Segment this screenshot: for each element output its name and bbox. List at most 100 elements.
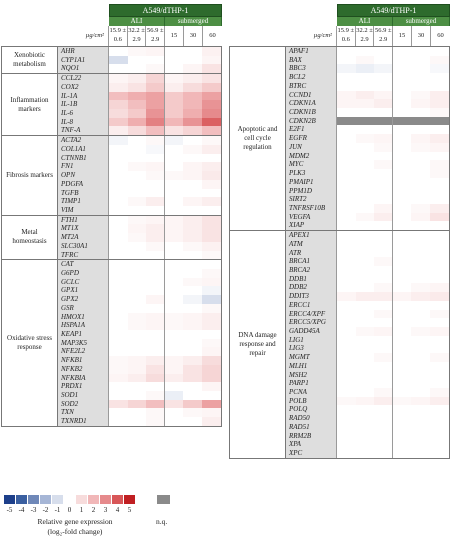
heatmap-cell (183, 303, 203, 313)
heatmap-cell (164, 188, 184, 198)
group-label: Fibrosis markers (2, 136, 58, 215)
heatmap-cell (127, 224, 147, 234)
gene-name: BTRC (286, 81, 338, 91)
heatmap-cell (374, 239, 393, 249)
gene-row: MYC (286, 160, 449, 170)
heatmap-cell (109, 188, 128, 198)
gene-name: RRM2B (286, 431, 338, 441)
gene-row: CDKN1B (286, 108, 449, 117)
legend-label-line1: Relative gene expression (37, 517, 113, 526)
gene-name: COX2 (58, 82, 110, 92)
gene-name: TFRC (58, 250, 110, 260)
heatmap-cell (127, 330, 147, 339)
gene-name: CDKN2B (286, 116, 338, 126)
heatmap-cell (202, 303, 221, 313)
dose-ali-1: 15.9 ± 0.6 (337, 26, 356, 46)
heatmap-cell (146, 373, 165, 383)
gene-row: MLH1 (286, 361, 449, 371)
heatmap-cell (392, 370, 412, 380)
heatmap-cell (411, 257, 431, 266)
heatmap-cell (109, 47, 128, 56)
group-label: Xenobiotic metabolism (2, 47, 58, 74)
gene-name: PPM1D (286, 186, 338, 196)
gene-row: TIMP1 (58, 197, 221, 206)
gene-row: TFRC (58, 250, 221, 260)
heatmap-cell (183, 117, 203, 127)
heatmap-cell (374, 379, 393, 389)
heatmap-cell (411, 422, 431, 432)
heatmap-cell (374, 274, 393, 284)
gene-row: SLC30A1 (58, 241, 221, 251)
heatmap-cell (202, 64, 221, 74)
legend-tick: 2 (91, 506, 96, 514)
heatmap-cell (164, 399, 184, 409)
heatmap-cell (146, 197, 165, 206)
heatmap-cell (337, 353, 356, 362)
gene-name: APAF1 (286, 47, 338, 56)
heatmap-cell (430, 64, 449, 74)
heatmap-cell (411, 177, 431, 187)
heatmap-cell (355, 64, 375, 74)
dose-sub-3: 60 (209, 32, 216, 39)
heatmap-cell (109, 100, 128, 110)
gene-row: LIG1 (286, 335, 449, 345)
gene-row: APEX1 (286, 231, 449, 240)
heatmap-cell (202, 373, 221, 383)
gene-row: CYP1A1 (58, 55, 221, 65)
heatmap-cell (164, 126, 184, 136)
gene-name: TNFRSF10B (286, 203, 338, 213)
heatmap-cell (127, 188, 147, 198)
heatmap-cell (430, 274, 449, 284)
heatmap-cell (202, 153, 221, 163)
gene-name: GPX1 (58, 286, 110, 296)
right-header: A549/dTHP-1 ALI submerged µg/cm² 15.9 ± … (229, 4, 450, 46)
unit-label: µg/cm² (285, 26, 337, 46)
heatmap-cell (183, 126, 203, 136)
heatmap-cell (411, 379, 431, 389)
heatmap-cell (337, 134, 356, 143)
heatmap-cell (127, 321, 147, 330)
heatmap-cell (183, 408, 203, 418)
heatmap-cell (202, 109, 221, 118)
heatmap-cell (164, 312, 184, 322)
cell-line-label: A549/dTHP-1 (337, 4, 450, 17)
heatmap-cell (146, 382, 165, 392)
heatmap-cell (183, 382, 203, 392)
gene-row: PDGFA (58, 179, 221, 189)
heatmap-cell (146, 188, 165, 198)
dose-ali-2: 32.2 ± 2.9 (128, 26, 147, 46)
heatmap-cell (202, 171, 221, 180)
heatmap-cell (411, 344, 431, 354)
gene-name: AHR (58, 47, 110, 56)
heatmap-cell (127, 312, 147, 322)
heatmap-cell (183, 136, 203, 145)
heatmap-cell (164, 224, 184, 234)
heatmap-cell (127, 233, 147, 242)
heatmap-cell (430, 361, 449, 371)
gene-row: NQO1 (58, 64, 221, 74)
heatmap-cell (127, 286, 147, 296)
heatmap-cell (202, 144, 221, 154)
heatmap-cell (146, 55, 165, 65)
heatmap-cell (355, 379, 375, 389)
heatmap-cell (430, 160, 449, 170)
heatmap-cell (337, 327, 356, 336)
heatmap-cell (411, 142, 431, 152)
heatmap-cell (355, 221, 375, 231)
heatmap-cell (355, 73, 375, 82)
heatmap-cell (183, 312, 203, 322)
heatmap-cell (164, 260, 184, 269)
gene-name: XIAP (286, 221, 338, 231)
heatmap-cell (355, 300, 375, 310)
heatmap-cell (164, 417, 184, 426)
gene-name: SOD1 (58, 391, 110, 400)
heatmap-cell (202, 162, 221, 172)
heatmap-cell (337, 414, 356, 423)
heatmap-cell (374, 134, 393, 143)
right-heatmap-grid: Apoptotic and cell cycle regulation APAF1… (229, 46, 450, 459)
heatmap-cell (430, 221, 449, 231)
gene-name: HMOX1 (58, 312, 110, 322)
heatmap-cell (146, 162, 165, 172)
heatmap-cell (337, 212, 356, 222)
heatmap-cell (127, 382, 147, 392)
